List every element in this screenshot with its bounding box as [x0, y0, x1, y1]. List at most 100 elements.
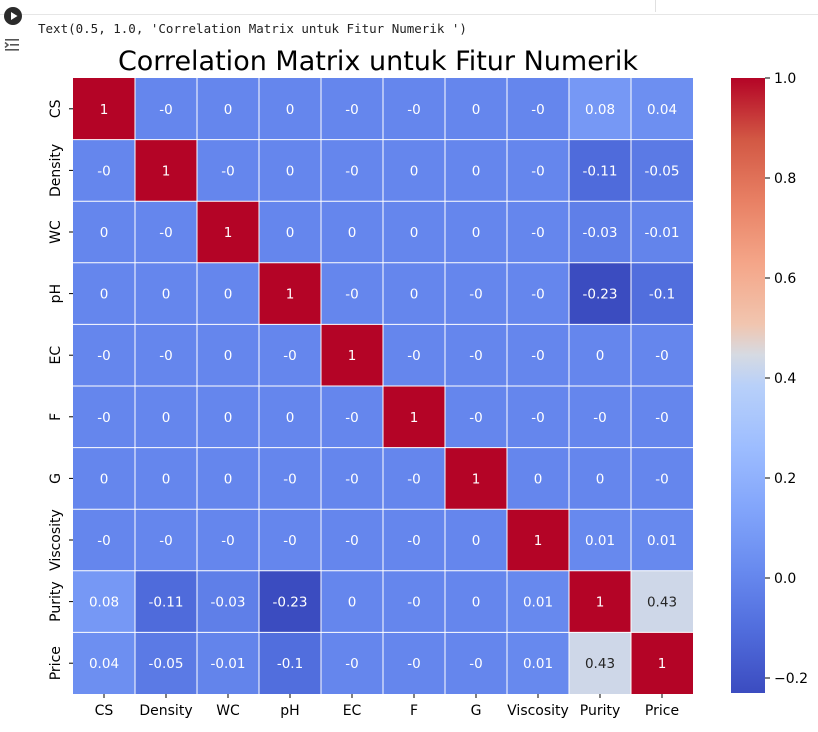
cell-annotation: -0.03: [211, 595, 246, 611]
heatmap-cell: [507, 201, 569, 263]
cell-annotation: -0.01: [645, 225, 680, 241]
heatmap-cell: [383, 78, 445, 140]
heatmap-cell: [631, 386, 693, 448]
cell-annotation: -0: [345, 471, 358, 487]
heatmap-cell: [383, 324, 445, 386]
heatmap-cell: [445, 262, 507, 325]
heatmap-cell: [135, 324, 197, 386]
cell-annotation: 0: [100, 287, 109, 303]
cell-output-text: Text(0.5, 1.0, 'Correlation Matrix untuk…: [38, 21, 467, 36]
heatmap-cell: [445, 509, 507, 571]
y-tick-label: F: [48, 413, 64, 421]
cell-annotation: -0: [407, 102, 420, 118]
colorbar-tick-label: 0.6: [774, 271, 796, 287]
cell-annotation: 0: [286, 225, 295, 241]
cell-annotation: 0: [472, 102, 481, 118]
heatmap-cell: [197, 262, 259, 325]
x-tick-label: Purity: [580, 703, 621, 719]
cell-annotation: 1: [162, 163, 171, 179]
cell-annotation: 1: [472, 471, 481, 487]
heatmap-cell: [445, 324, 507, 386]
cell-annotation: 0: [224, 348, 233, 364]
heatmap-cell: [73, 447, 135, 510]
cell-annotation: -0: [221, 163, 234, 179]
cell-annotation: 1: [534, 533, 543, 549]
heatmap-cell: [73, 262, 135, 325]
heatmap-cell: [383, 570, 445, 633]
cell-annotation: 0: [286, 102, 295, 118]
heatmap-cell: [197, 139, 259, 202]
cell-annotation: 0: [472, 595, 481, 611]
heatmap-cell: [569, 570, 631, 633]
heatmap-cell: [73, 201, 135, 263]
heatmap-cell: [321, 447, 383, 510]
heatmap-cell: [259, 262, 321, 325]
cell-annotation: -0.11: [149, 595, 184, 611]
cell-annotation: -0: [345, 102, 358, 118]
heatmap-cell: [383, 632, 445, 694]
heatmap-cell: [321, 262, 383, 325]
cell-annotation: -0: [97, 163, 110, 179]
cell-annotation: -0: [469, 287, 482, 303]
colorbar-tick-label: 0.0: [774, 571, 796, 587]
heatmap-cell: [73, 509, 135, 571]
cell-annotation: -0: [531, 102, 544, 118]
cell-annotation: 0: [410, 287, 419, 303]
heatmap-cell: [507, 78, 569, 140]
heatmap-cell: [569, 262, 631, 325]
cell-annotation: -0: [407, 533, 420, 549]
output-toggle-button[interactable]: [3, 36, 23, 54]
cell-annotation: 1: [224, 225, 233, 241]
cell-annotation: 0: [348, 595, 357, 611]
heatmap-cell: [383, 139, 445, 202]
cell-annotation: -0: [159, 225, 172, 241]
cell-annotation: -0: [97, 410, 110, 426]
cell-annotation: -0.11: [583, 163, 618, 179]
heatmap-cell: [321, 201, 383, 263]
heatmap-cell: [445, 201, 507, 263]
heatmap-cell: [321, 78, 383, 140]
cell-annotation: -0: [407, 595, 420, 611]
cell-annotation: -0: [159, 348, 172, 364]
cell-annotation: 0: [596, 471, 605, 487]
cell-annotation: 0.01: [585, 533, 615, 549]
output-toggle-icon: [4, 39, 19, 51]
cell-annotation: -0: [531, 348, 544, 364]
cell-annotation: -0: [345, 656, 358, 672]
heatmap-cell: [507, 447, 569, 510]
heatmap-cell: [135, 386, 197, 448]
heatmap-cell: [73, 632, 135, 694]
heatmap-cell: [135, 139, 197, 202]
cell-annotation: 0: [224, 410, 233, 426]
cell-annotation: -0: [345, 287, 358, 303]
heatmap-cell: [507, 570, 569, 633]
cell-annotation: 0.08: [585, 102, 615, 118]
heatmap-cell: [631, 509, 693, 571]
heatmap-cell: [445, 447, 507, 510]
heatmap-cell: [445, 632, 507, 694]
heatmap-cell: [135, 570, 197, 633]
cell-annotation: -0.1: [277, 656, 303, 672]
heatmap-cell: [569, 447, 631, 510]
cell-annotation: 1: [658, 656, 667, 672]
heatmap-cell: [197, 78, 259, 140]
heatmap-cell: [445, 386, 507, 448]
run-cell-button[interactable]: [4, 7, 22, 25]
heatmap-cell: [135, 509, 197, 571]
cell-annotation: 0: [534, 471, 543, 487]
cell-top-edge: [0, 0, 818, 15]
heatmap-cell: [569, 139, 631, 202]
heatmap-cell: [321, 632, 383, 694]
y-tick-label: EC: [48, 346, 64, 365]
heatmap-cell: [569, 509, 631, 571]
heatmap-cell: [383, 201, 445, 263]
x-tick-label: CS: [95, 703, 114, 719]
cell-annotation: -0: [407, 471, 420, 487]
cell-annotation: -0.1: [649, 287, 675, 303]
colorbar-tick-label: 0.8: [774, 171, 796, 187]
heatmap-cell: [321, 324, 383, 386]
heatmap-cell: [383, 447, 445, 510]
cell-annotation: 0.43: [585, 656, 615, 672]
cell-annotation: -0: [221, 533, 234, 549]
heatmap-cell: [631, 570, 693, 633]
